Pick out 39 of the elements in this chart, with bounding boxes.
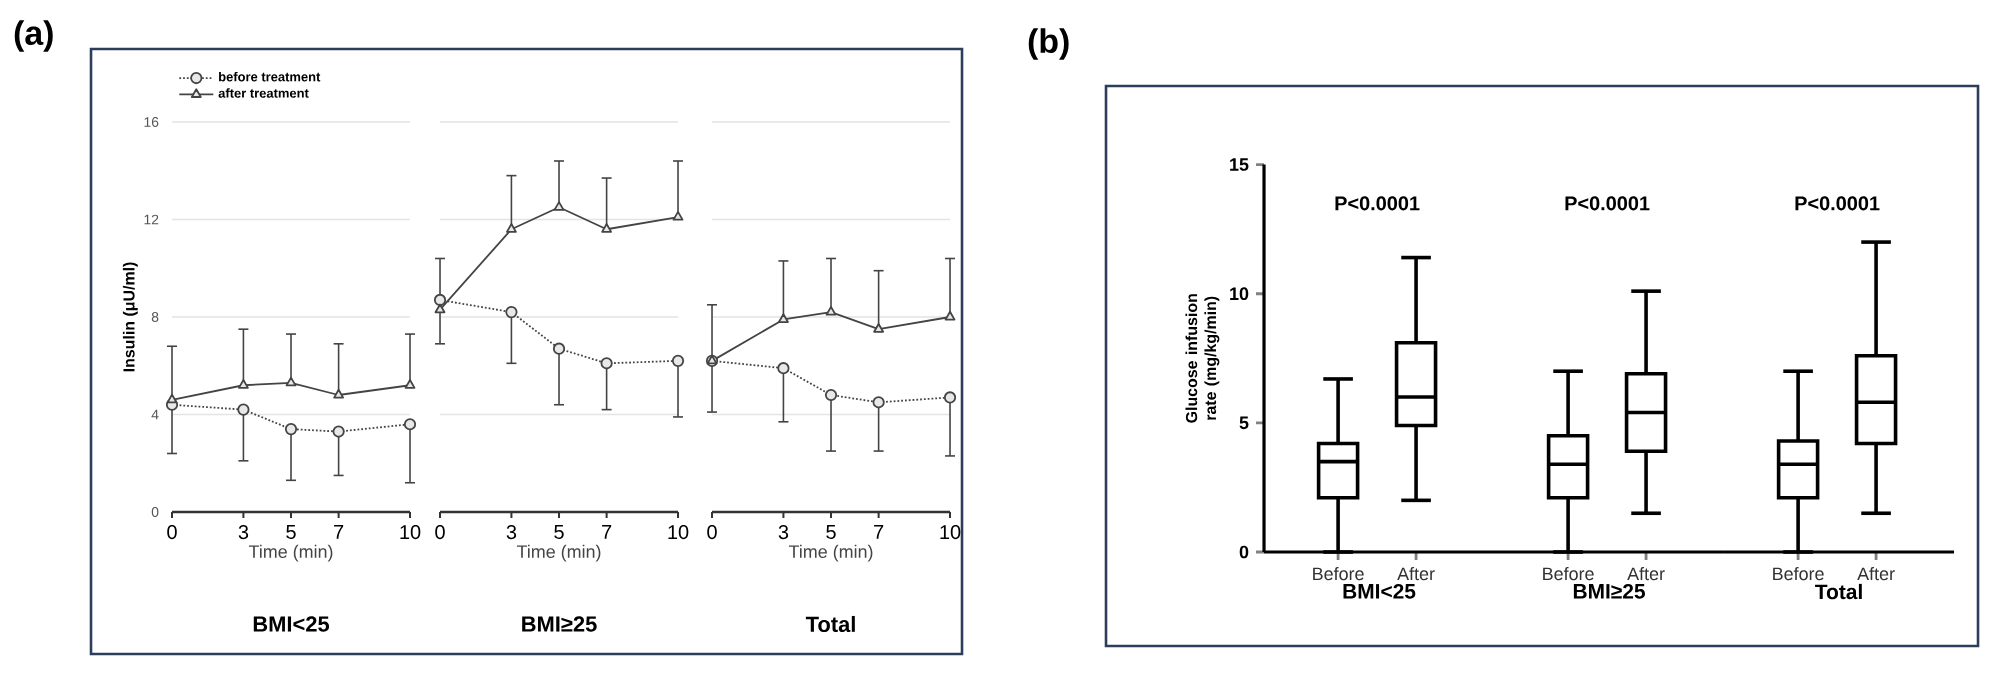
y-tick-label: 0 [1239,545,1249,559]
x-tick-label: After [1397,567,1435,581]
x-axis-title: Total [1815,583,1862,600]
x-axis-title: Time (min) [516,544,601,562]
x-tick-label: 5 [554,525,564,539]
x-tick-label: 0 [167,525,177,540]
x-tick-label: 0 [435,525,445,540]
x-tick-label: 10 [668,525,689,540]
annotation: P<0.0001 [1565,196,1650,211]
x-tick-label: 3 [778,525,789,540]
text: BMI<25 [253,616,330,632]
x-tick-label: After [1627,567,1665,581]
x-tick-label: 5 [286,525,296,539]
chart-title: (b) [1028,28,1069,60]
x-tick-label: Before [1313,567,1364,581]
x-tick-label: Before [1773,567,1824,581]
text: Total [805,615,855,633]
x-tick-label: 7 [334,525,344,539]
x-tick-label: 5 [826,525,836,539]
x-axis-title: Time (min) [788,544,873,562]
x-tick-label: 0 [707,525,717,540]
x-tick-label: 3 [506,525,517,540]
chart-title: (a) [14,20,53,52]
annotation: P<0.0001 [1795,196,1880,211]
x-tick-label: 7 [874,525,884,539]
y-tick-label: 10 [1230,287,1249,301]
x-tick-label: 7 [602,525,612,539]
x-tick-label: After [1857,567,1895,581]
annotation: P<0.0001 [1335,196,1420,211]
x-axis-title: BMI<25 [1343,583,1416,599]
x-tick-label: 10 [940,525,961,540]
x-tick-label: 10 [400,525,421,540]
text: BMI≥25 [522,616,597,632]
x-tick-label: Before [1543,567,1594,581]
x-axis-title: BMI≥25 [1573,583,1645,599]
y-tick-label: 5 [1239,416,1249,430]
x-axis-title: Time (min) [248,544,333,562]
y-tick-label: 15 [1230,158,1249,171]
x-tick-label: 3 [238,525,249,540]
